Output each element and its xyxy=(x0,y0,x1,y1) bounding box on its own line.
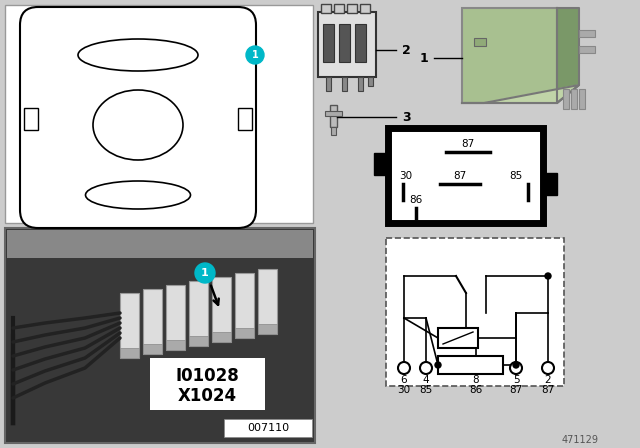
Text: 86: 86 xyxy=(410,195,422,205)
Text: 86: 86 xyxy=(469,385,483,395)
Bar xyxy=(5,228,315,443)
Text: 87: 87 xyxy=(453,171,467,181)
Bar xyxy=(331,127,336,135)
Text: 85: 85 xyxy=(509,171,523,181)
Bar xyxy=(258,269,277,334)
Bar xyxy=(323,24,334,62)
Polygon shape xyxy=(557,8,579,103)
Text: 5: 5 xyxy=(513,375,519,385)
Circle shape xyxy=(542,362,554,374)
Bar xyxy=(355,24,366,62)
Bar xyxy=(386,238,564,386)
Text: 87: 87 xyxy=(541,385,555,395)
Ellipse shape xyxy=(93,90,183,160)
Bar xyxy=(212,277,231,342)
Bar xyxy=(358,77,363,91)
Bar xyxy=(318,12,376,77)
Bar xyxy=(238,108,252,130)
Bar xyxy=(462,8,557,103)
Bar xyxy=(347,4,357,13)
Text: 4: 4 xyxy=(422,375,429,385)
Text: 2: 2 xyxy=(545,375,551,385)
Circle shape xyxy=(470,362,482,374)
Text: 1: 1 xyxy=(419,52,428,65)
Ellipse shape xyxy=(78,39,198,71)
Bar xyxy=(212,332,231,342)
Text: 87: 87 xyxy=(509,385,523,395)
Text: 8: 8 xyxy=(473,375,479,385)
Ellipse shape xyxy=(86,181,191,209)
Bar xyxy=(368,77,373,86)
Circle shape xyxy=(510,362,522,374)
Bar xyxy=(235,328,254,338)
Text: 30: 30 xyxy=(397,385,411,395)
Bar xyxy=(24,108,38,130)
Circle shape xyxy=(420,362,432,374)
Bar xyxy=(120,348,139,358)
Bar xyxy=(563,89,569,109)
Bar xyxy=(579,46,595,53)
Bar xyxy=(189,281,208,346)
Text: 1: 1 xyxy=(201,268,209,278)
Text: 007110: 007110 xyxy=(247,423,289,433)
Text: 87: 87 xyxy=(461,139,475,149)
Bar xyxy=(235,273,254,338)
Text: 1: 1 xyxy=(252,50,259,60)
Bar xyxy=(326,77,331,91)
Bar xyxy=(334,4,344,13)
Bar xyxy=(374,153,388,175)
Bar xyxy=(321,4,331,13)
Bar xyxy=(438,328,478,348)
Bar xyxy=(5,5,313,223)
Text: 471129: 471129 xyxy=(561,435,598,445)
Bar xyxy=(339,24,350,62)
Text: 3: 3 xyxy=(402,111,411,124)
Circle shape xyxy=(398,362,410,374)
Bar xyxy=(150,358,265,410)
Bar xyxy=(224,419,312,437)
Text: 6: 6 xyxy=(401,375,407,385)
Bar xyxy=(330,105,337,127)
Text: 30: 30 xyxy=(399,171,413,181)
Text: X1024: X1024 xyxy=(177,387,237,405)
Circle shape xyxy=(513,362,519,368)
Bar xyxy=(579,89,585,109)
Polygon shape xyxy=(462,85,579,103)
Circle shape xyxy=(246,46,264,64)
Bar xyxy=(579,30,595,37)
Text: I01028: I01028 xyxy=(175,367,239,385)
Text: 85: 85 xyxy=(419,385,433,395)
Bar xyxy=(571,89,577,109)
Bar xyxy=(325,111,342,116)
Text: 2: 2 xyxy=(402,43,411,56)
Bar xyxy=(543,173,557,195)
Bar xyxy=(166,285,185,350)
Circle shape xyxy=(195,263,215,283)
Bar xyxy=(189,336,208,346)
Bar xyxy=(258,324,277,334)
Circle shape xyxy=(545,273,551,279)
Bar xyxy=(7,230,313,258)
Bar xyxy=(143,344,162,354)
Bar xyxy=(438,356,503,374)
Bar xyxy=(166,340,185,350)
Bar xyxy=(143,289,162,354)
Bar xyxy=(342,77,347,91)
FancyBboxPatch shape xyxy=(20,7,256,228)
Bar xyxy=(120,293,139,358)
Bar xyxy=(474,38,486,46)
Bar xyxy=(360,4,370,13)
Circle shape xyxy=(435,362,441,368)
Bar xyxy=(388,128,543,223)
